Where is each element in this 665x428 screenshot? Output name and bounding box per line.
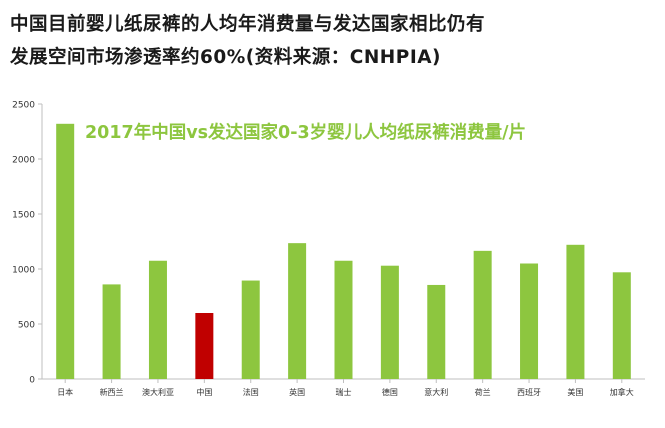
x-tick-label: 德国 [382,387,398,397]
headline-line-1: 中国目前婴儿纸尿裤的人均年消费量与发达国家相比仍有 [10,14,486,35]
headline-line-2: 发展空间市场渗透率约60%(资料来源：CNHPIA) [10,47,441,68]
bar [566,244,585,379]
x-tick-label: 澳大利亚 [142,387,174,397]
chart-title: 2017年中国vs发达国家0-3岁婴儿人均纸尿裤消费量/片 [85,122,526,143]
bar [473,250,492,379]
x-tick-label: 意大利 [424,387,448,397]
x-tick-label: 英国 [289,387,305,397]
y-tick-label: 0 [29,376,35,386]
bar [288,243,307,379]
bar-chart: 2017年中国vs发达国家0-3岁婴儿人均纸尿裤消费量/片 0 500 1000 15… [12,101,645,397]
bar [427,284,446,379]
x-tick-label: 中国 [196,387,212,397]
bar [612,272,631,379]
x-tick-label: 美国 [567,387,583,397]
bar [195,313,214,379]
y-tick-label: 2000 [12,156,35,166]
x-tick-label: 西班牙 [517,387,541,397]
bar [56,123,75,379]
y-tick-label: 1500 [12,211,35,221]
bar [520,263,539,379]
x-tick-label: 日本 [57,387,73,397]
headline: 中国目前婴儿纸尿裤的人均年消费量与发达国家相比仍有 发展空间市场渗透率约60%(… [10,8,660,74]
x-tick-label: 加拿大 [610,387,634,397]
y-tick-label: 2500 [12,101,35,111]
x-tick-label: 新西兰 [100,387,124,397]
bar [102,284,121,379]
bar [148,260,167,379]
x-tick-label: 瑞士 [336,387,352,397]
bar [334,260,353,379]
y-tick-label: 500 [18,321,35,331]
x-tick-label: 荷兰 [475,387,491,397]
y-tick-label: 1000 [12,266,35,276]
bar [241,280,260,379]
bar [380,265,399,379]
x-tick-label: 法国 [243,387,259,397]
